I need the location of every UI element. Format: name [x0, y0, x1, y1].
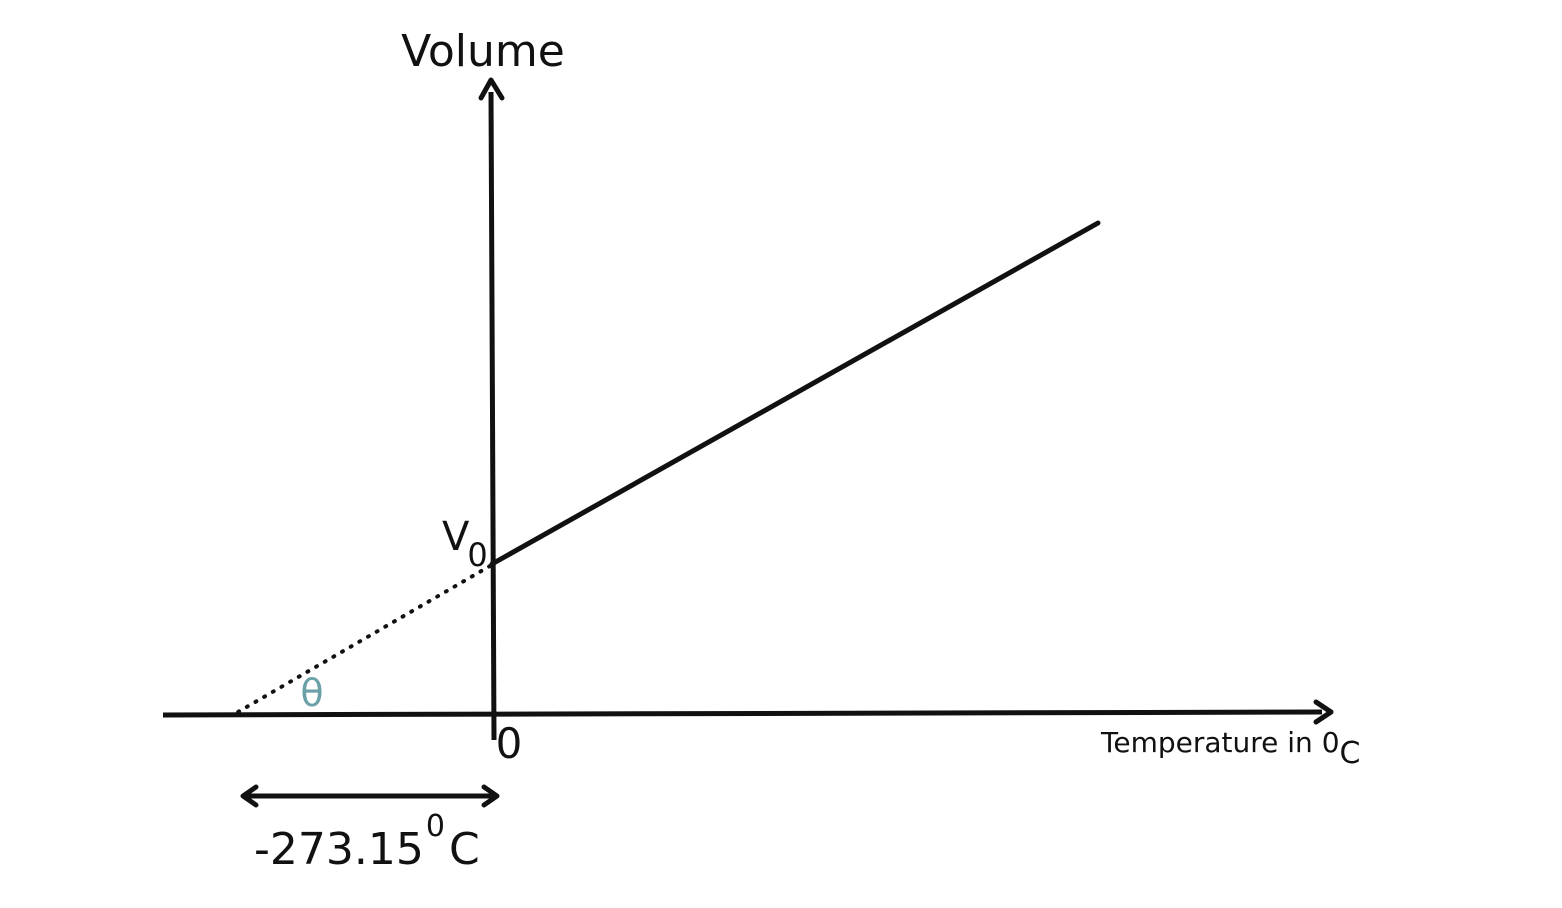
intercept-label-base: V: [442, 514, 470, 560]
span-arrowhead-left: [240, 784, 259, 808]
span-arrowhead-right: [481, 784, 500, 808]
y-axis: [488, 91, 497, 741]
extrapolation-label-value: -273.15: [254, 824, 424, 875]
extrapolation-label-unit: C: [449, 824, 480, 875]
x-axis-label: Temperature in 0C: [1100, 726, 1360, 771]
intercept-label: V0: [442, 514, 488, 574]
intercept-label-subscript: 0: [467, 536, 487, 574]
x-axis-label-subscript: C: [1340, 736, 1361, 771]
extrapolation-dotted-line: [236, 564, 492, 714]
y-axis-arrowhead: [478, 77, 505, 101]
x-axis-label-text: Temperature in 0: [1100, 726, 1340, 759]
volume-temperature-line: [489, 220, 1101, 567]
extrapolation-label: -273.150C: [254, 809, 480, 875]
origin-label: 0: [496, 719, 523, 768]
x-axis-arrowhead: [1313, 699, 1334, 725]
extrapolation-label-superscript: 0: [426, 809, 445, 844]
y-axis-label: Volume: [401, 26, 565, 77]
x-axis: [162, 709, 1323, 718]
angle-label: θ: [300, 671, 323, 715]
